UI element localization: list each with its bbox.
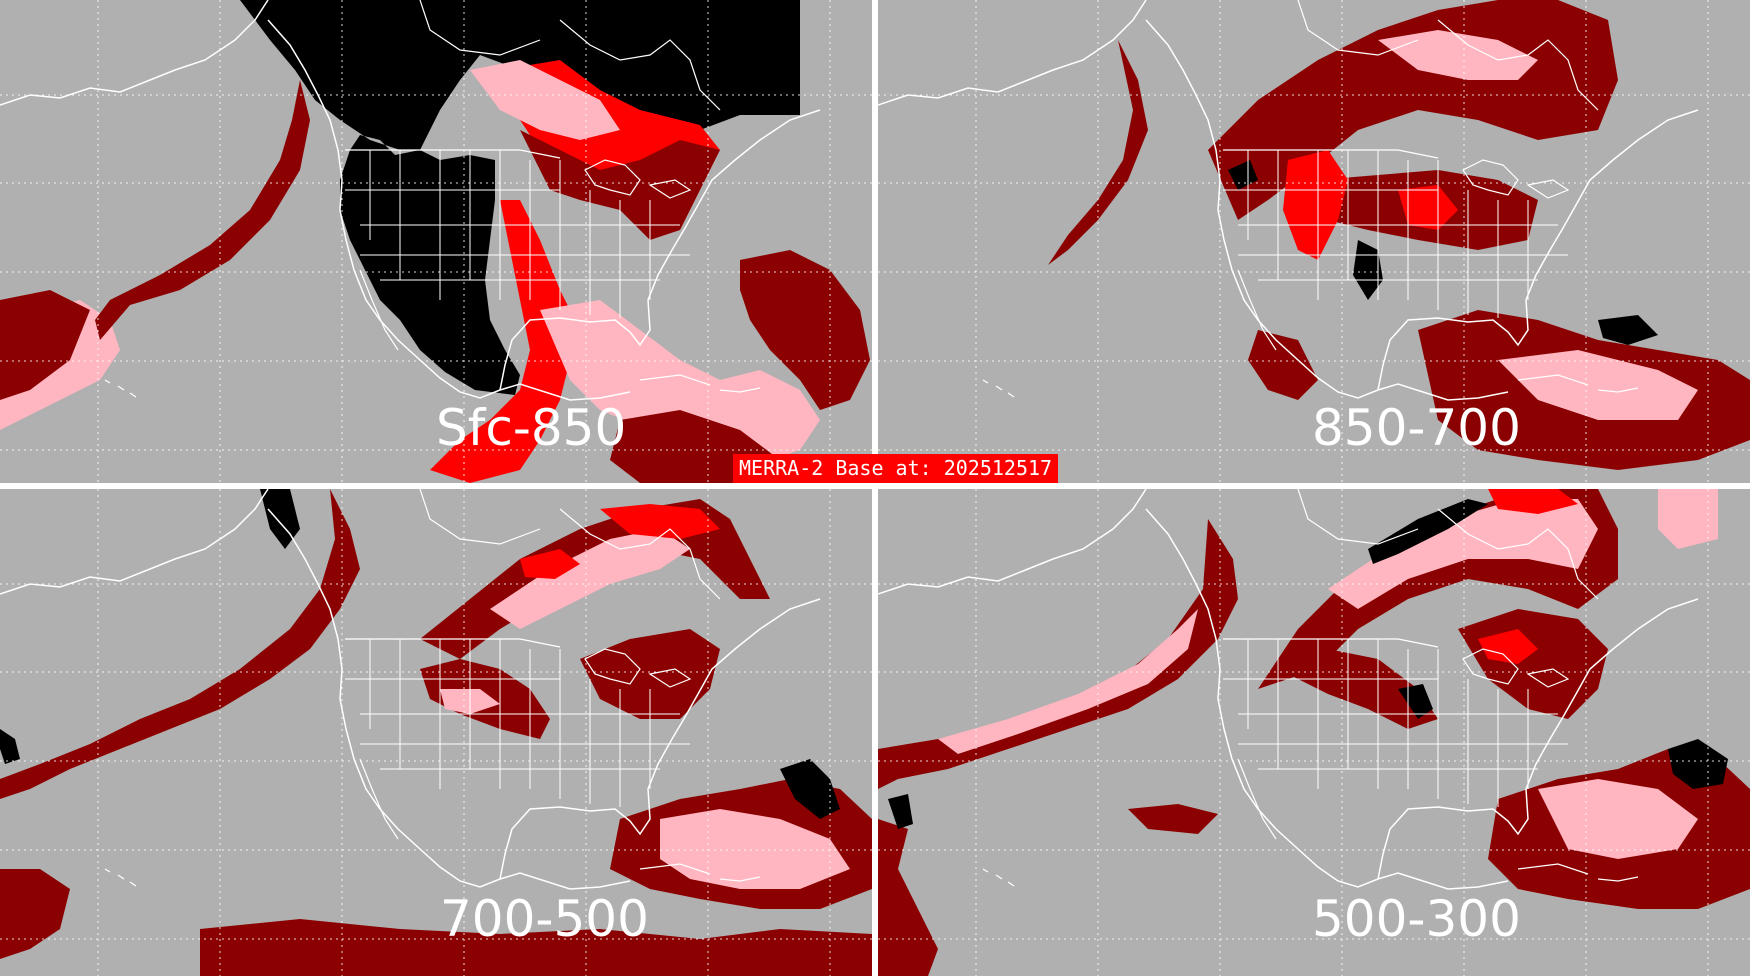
base-time-label: MERRA-2 Base at: 202512517 — [733, 454, 1059, 483]
darkred-region — [0, 489, 872, 976]
map-500-300 — [878, 489, 1750, 976]
level-label: 850-700 — [1312, 399, 1521, 457]
map-850-700 — [878, 0, 1750, 483]
level-label: 500-300 — [1312, 890, 1521, 948]
map-sfc-850 — [0, 0, 872, 483]
pink-region — [938, 489, 1718, 859]
red-region — [520, 504, 720, 579]
black-region — [888, 499, 1728, 829]
red-region — [1478, 489, 1578, 664]
map-panel-sfc-850: Sfc-850 — [0, 0, 872, 483]
map-700-500 — [0, 489, 872, 976]
map-panel-850-700: 850-700 — [878, 0, 1750, 483]
red-region — [1283, 150, 1458, 260]
map-panel-500-300: 500-300 — [878, 489, 1750, 976]
level-label: Sfc-850 — [436, 399, 627, 457]
panel-divider-horizontal — [0, 483, 1750, 489]
level-label: 700-500 — [440, 890, 649, 948]
black-region — [240, 0, 800, 395]
map-panel-700-500: 700-500 — [0, 489, 872, 976]
pink-region — [1378, 30, 1698, 420]
